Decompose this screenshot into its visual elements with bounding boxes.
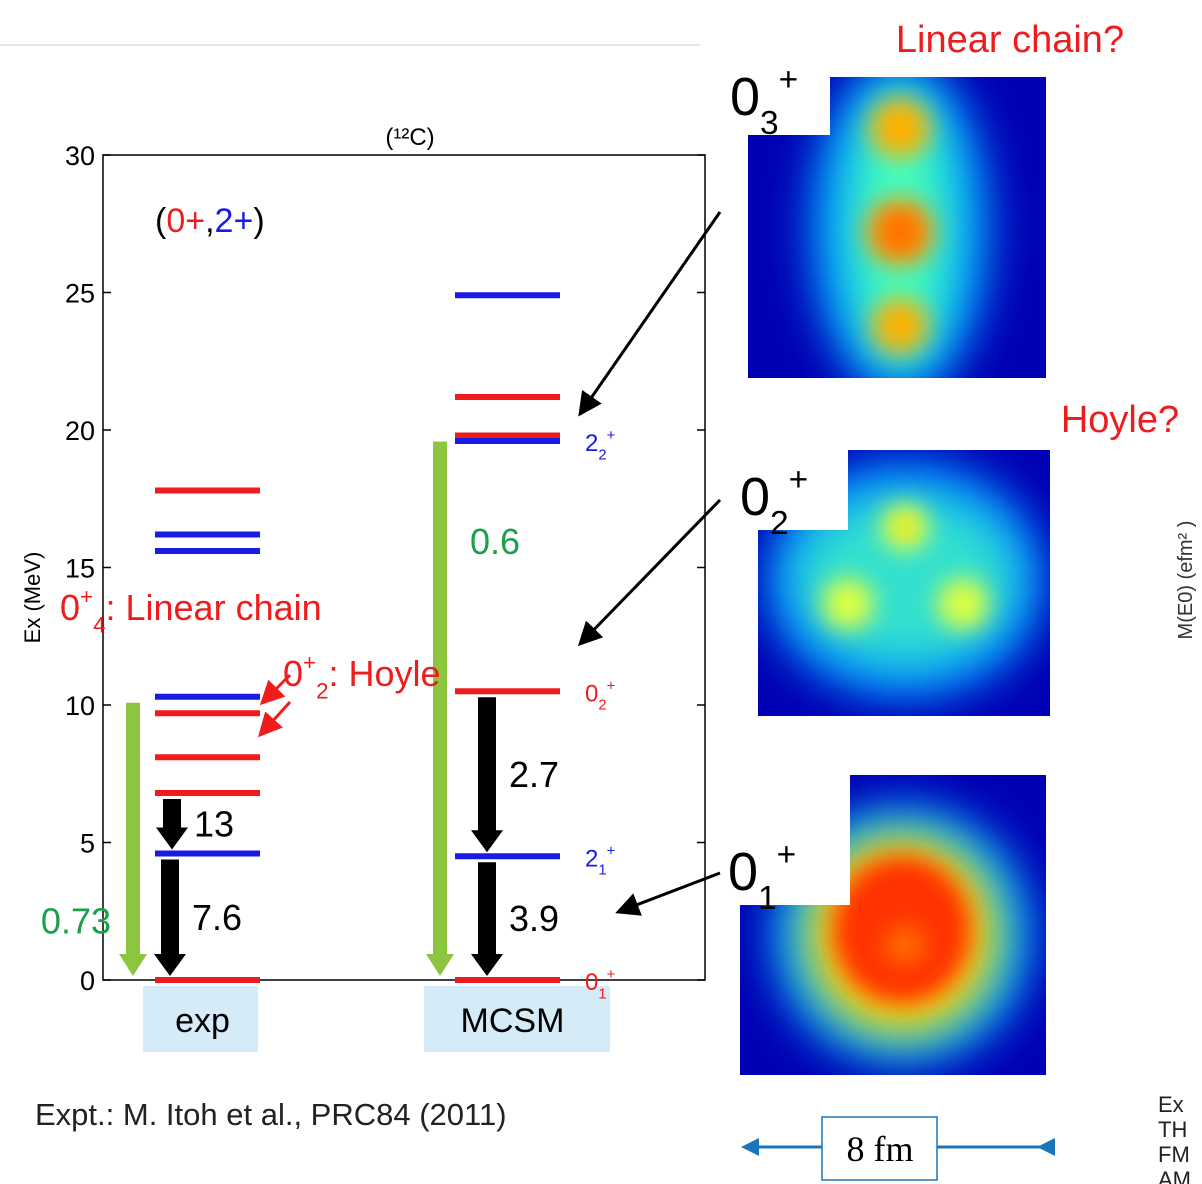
transition-value: 0.6	[470, 521, 520, 562]
subscript: 1	[598, 986, 606, 1002]
y-tick-label: 10	[65, 691, 95, 721]
y-tick-label: 25	[65, 279, 95, 309]
text-part: 0	[60, 587, 80, 628]
text-part: 0	[728, 842, 758, 902]
subscript: 1	[758, 880, 777, 917]
transition-value: 7.6	[192, 897, 242, 938]
superscript: +	[607, 678, 616, 694]
cropped-axis-label: M(E0) (efm² )	[1175, 521, 1197, 640]
subscript: 2	[598, 698, 606, 714]
legend-punct: (	[155, 202, 167, 240]
text-part: 0	[585, 969, 598, 996]
superscript: +	[789, 462, 809, 499]
slide: 8 fm Expt.: M. Itoh et al., PRC84 (2011)…	[0, 0, 1202, 1184]
transition-arrow	[119, 703, 147, 976]
cropped-text: TH	[1158, 1117, 1187, 1142]
panel-caption: Hoyle?	[1061, 399, 1179, 441]
transition-arrow	[471, 862, 503, 976]
y-tick-label: 15	[65, 554, 95, 584]
x-category-label: MCSM	[461, 1002, 565, 1040]
text-part: 2	[585, 430, 598, 457]
density-image	[748, 58, 1046, 398]
scale-label: 8 fm	[847, 1129, 914, 1169]
y-tick-label: 0	[80, 966, 95, 996]
density-image	[740, 775, 1046, 1075]
transition-value: 2.7	[509, 754, 559, 795]
pointer-arrow	[580, 212, 720, 414]
text-part: 0	[283, 653, 303, 694]
subscript: 3	[760, 105, 779, 142]
superscript: +	[607, 428, 616, 444]
superscript: +	[779, 62, 799, 99]
level-label: 02+	[585, 678, 615, 713]
subscript: 1	[598, 863, 606, 879]
text-part: : Hoyle	[328, 653, 440, 694]
annotation-arrow	[260, 702, 290, 735]
transition-value: 13	[194, 803, 234, 844]
transition-arrow	[156, 799, 188, 850]
y-tick-label: 30	[65, 141, 95, 171]
x-category-label: exp	[175, 1002, 230, 1040]
legend-entry: 0+	[166, 202, 205, 240]
text-part: : Linear chain	[105, 587, 321, 628]
transition-arrow	[426, 442, 454, 977]
page: {"chart_data":{"type":"levels","title":"…	[0, 0, 1202, 1184]
superscript: +	[607, 967, 616, 983]
y-tick-label: 5	[80, 829, 95, 859]
subscript: 2	[770, 505, 789, 542]
legend-entry: 2+	[215, 202, 254, 240]
legend-punct: )	[253, 202, 264, 240]
cropped-text: Ex	[1158, 1092, 1184, 1117]
reference: Expt.: M. Itoh et al., PRC84 (2011)	[35, 1097, 507, 1132]
cropped-text: FM	[1158, 1142, 1190, 1167]
legend-punct: ,	[205, 202, 214, 240]
cropped-text: AM	[1158, 1167, 1191, 1184]
chart-title: (¹²C)	[385, 124, 434, 151]
superscript: +	[777, 837, 797, 874]
text-part: 0	[730, 67, 760, 127]
transition-value: 0.73	[41, 900, 111, 941]
pointer-arrow	[580, 500, 720, 644]
text-part: 2	[585, 845, 598, 872]
superscript: +	[80, 584, 93, 609]
level-label: 22+	[585, 428, 615, 463]
subscript: 2	[598, 447, 606, 463]
subscript: 4	[93, 613, 105, 638]
transition-arrow	[154, 860, 186, 977]
y-axis-label: Ex (MeV)	[20, 552, 45, 644]
y-tick-label: 20	[65, 416, 95, 446]
superscript: +	[303, 650, 316, 675]
subscript: 2	[316, 679, 328, 704]
transition-value: 3.9	[509, 898, 559, 939]
level-label: 21+	[585, 843, 615, 878]
superscript: +	[607, 843, 616, 859]
annotation: 0+2: Hoyle	[283, 650, 441, 704]
text-part: 0	[585, 680, 598, 707]
annotation: 0+4: Linear chain	[60, 584, 322, 638]
transition-arrow	[471, 697, 503, 852]
panel-caption: Linear chain?	[896, 19, 1124, 61]
text-part: 0	[740, 467, 770, 527]
legend: (0+,2+)	[155, 202, 265, 240]
